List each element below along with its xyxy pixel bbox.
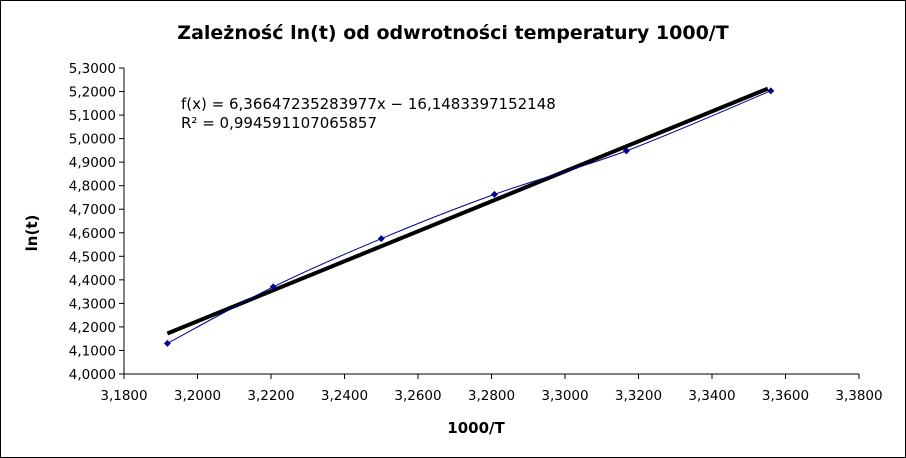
data-point-marker [767,87,775,95]
x-tick-label: 3,2600 [394,388,441,404]
x-tick-label: 3,3600 [762,388,809,404]
y-tick-label: 4,2000 [69,320,116,336]
y-tick-label: 5,0000 [69,132,116,148]
data-point-marker [622,147,630,155]
x-tick-label: 3,1800 [100,388,147,404]
series-line [167,90,771,344]
x-tick-label: 3,3200 [615,388,662,404]
x-tick-label: 3,3000 [541,388,588,404]
plot-area: 4,0000 4,1000 4,2000 4,3000 4,4000 4,5000 4,60… [69,61,883,404]
data-point-marker [377,235,385,243]
data-point-marker [163,339,171,347]
data-point-marker [269,283,277,291]
y-tick-label: 4,8000 [69,179,116,195]
x-axis-title: 1000/T [447,419,505,437]
x-tick-label: 3,2000 [174,388,221,404]
y-tick-label: 5,1000 [69,108,116,124]
y-tick-label: 5,2000 [69,85,116,101]
r-squared-label: R² = 0,994591107065857 [181,114,377,132]
y-tick-label: 4,4000 [69,273,116,289]
y-tick-label: 5,3000 [69,61,116,77]
y-tick-label: 4,1000 [69,343,116,359]
x-tick-label: 3,2800 [468,388,515,404]
y-axis-title: ln(t) [23,215,41,252]
x-tick-label: 3,3400 [688,388,735,404]
chart-title: Zależność ln(t) od odwrotności temperatu… [177,22,728,44]
trendline [166,86,769,336]
x-tick-label: 3,2200 [247,388,294,404]
y-tick-label: 4,6000 [69,226,116,242]
y-tick-label: 4,0000 [69,367,116,383]
y-tick-label: 4,7000 [69,202,116,218]
y-tick-label: 4,9000 [69,155,116,171]
trendline-equation: f(x) = 6,36647235283977x − 16,1483397152… [181,95,556,113]
y-tick-label: 4,5000 [69,249,116,265]
y-tick-label: 4,3000 [69,296,116,312]
data-point-marker [490,190,498,198]
x-tick-label: 3,2400 [321,388,368,404]
x-tick-label: 3,3800 [835,388,882,404]
